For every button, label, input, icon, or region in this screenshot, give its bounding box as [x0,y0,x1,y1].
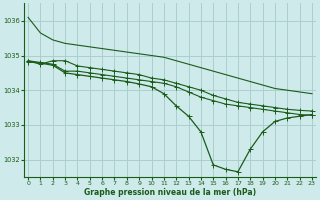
X-axis label: Graphe pression niveau de la mer (hPa): Graphe pression niveau de la mer (hPa) [84,188,256,197]
